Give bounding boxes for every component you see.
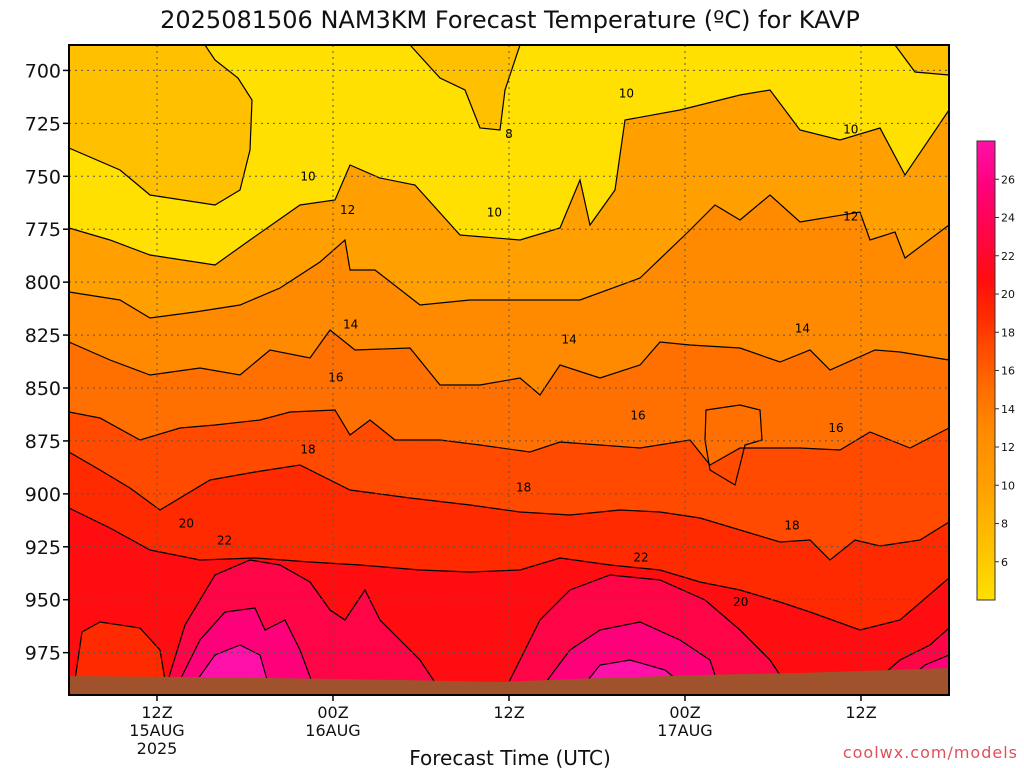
colorbar-tick-label: 22 <box>1001 250 1015 263</box>
colorbar-tick-label: 16 <box>1001 365 1015 378</box>
x-tick-label: 17AUG <box>657 721 712 740</box>
y-tick-label: 850 <box>25 378 61 400</box>
contour-20 <box>69 507 949 681</box>
colorbar-tick-label: 14 <box>1001 403 1015 416</box>
contour-12 <box>69 194 949 319</box>
contour-label: 22 <box>633 550 648 564</box>
y-axis: 700 725 750 775 800 825 850 875 900 925 950 975 <box>25 60 69 665</box>
contour-label: 16 <box>828 421 843 435</box>
plot-area: 8 10 10 10 10 12 12 14 14 14 16 16 16 18 18 18 20 22 22 20 <box>69 45 949 695</box>
y-tick-label: 700 <box>25 60 61 82</box>
band-warm-pocket <box>75 622 165 680</box>
contour-label: 10 <box>843 123 858 137</box>
y-tick-label: 800 <box>25 272 61 294</box>
credit-text: coolwx.com/models <box>843 743 1018 762</box>
contour-lines <box>69 45 949 691</box>
y-tick-label: 750 <box>25 166 61 188</box>
x-axis-title: Forecast Time (UTC) <box>409 746 611 768</box>
colorbar-tick-label: 20 <box>1001 288 1015 301</box>
contour-label: 14 <box>343 317 358 331</box>
contour-8 <box>69 45 949 206</box>
contour-labels: 8 10 10 10 10 12 12 14 14 14 16 16 16 18 18 18 20 22 22 20 <box>179 87 859 609</box>
y-tick-label: 975 <box>25 643 61 665</box>
colorbar-tick-label: 10 <box>1001 479 1015 492</box>
contour-label: 22 <box>217 533 232 547</box>
contour-label: 16 <box>630 409 645 423</box>
x-tick-label: 2025 <box>137 739 178 758</box>
y-tick-label: 825 <box>25 325 61 347</box>
colorbar-ticks: 6 8 10 12 14 16 18 20 22 24 26 <box>995 173 1015 569</box>
x-tick-label: 12Z <box>845 703 876 722</box>
x-tick-label: 00Z <box>317 703 348 722</box>
x-tick-label: 15AUG <box>129 721 184 740</box>
contour-14 <box>69 329 949 396</box>
chart-title: 2025081506 NAM3KM Forecast Temperature (… <box>160 6 860 34</box>
contour-label: 20 <box>179 517 194 531</box>
y-tick-label: 950 <box>25 590 61 612</box>
grid <box>69 45 949 695</box>
contour-label: 20 <box>733 595 748 609</box>
colorbar-tick-label: 12 <box>1001 441 1015 454</box>
contour-label: 18 <box>300 442 315 456</box>
colorbar-tick-label: 8 <box>1001 518 1008 531</box>
contour-18 <box>69 451 949 561</box>
contour-label: 8 <box>505 127 513 141</box>
contour-label: 10 <box>487 205 502 219</box>
y-tick-label: 875 <box>25 431 61 453</box>
x-tick-label: 12Z <box>493 703 524 722</box>
colorbar-tick-label: 26 <box>1001 173 1015 186</box>
colorbar-ramp <box>976 140 996 601</box>
colorbar-tick-label: 6 <box>1001 556 1008 569</box>
x-tick-label: 12Z <box>141 703 172 722</box>
y-tick-label: 775 <box>25 219 61 241</box>
contour-label: 12 <box>340 203 355 217</box>
contour-label: 16 <box>328 370 343 384</box>
contour-label: 10 <box>619 87 634 101</box>
y-tick-label: 725 <box>25 113 61 135</box>
contour-label: 18 <box>784 519 799 533</box>
contour-label: 18 <box>516 481 531 495</box>
contour-label: 12 <box>843 209 858 223</box>
contour-label: 10 <box>300 169 315 183</box>
x-tick-label: 16AUG <box>305 721 360 740</box>
contour-10 <box>69 89 949 266</box>
x-tick-label: 00Z <box>669 703 700 722</box>
y-tick-label: 925 <box>25 537 61 559</box>
y-tick-label: 900 <box>25 484 61 506</box>
contour-label: 14 <box>561 332 576 346</box>
colorbar-tick-label: 24 <box>1001 212 1015 225</box>
band-22-24 <box>165 560 949 690</box>
contour-label: 14 <box>795 322 810 336</box>
colorbar-tick-label: 18 <box>1001 326 1015 339</box>
colorbar: 6 8 10 12 14 16 18 20 22 24 26 <box>976 140 1015 601</box>
ground-surface <box>69 668 949 695</box>
contour-16 <box>69 404 949 486</box>
